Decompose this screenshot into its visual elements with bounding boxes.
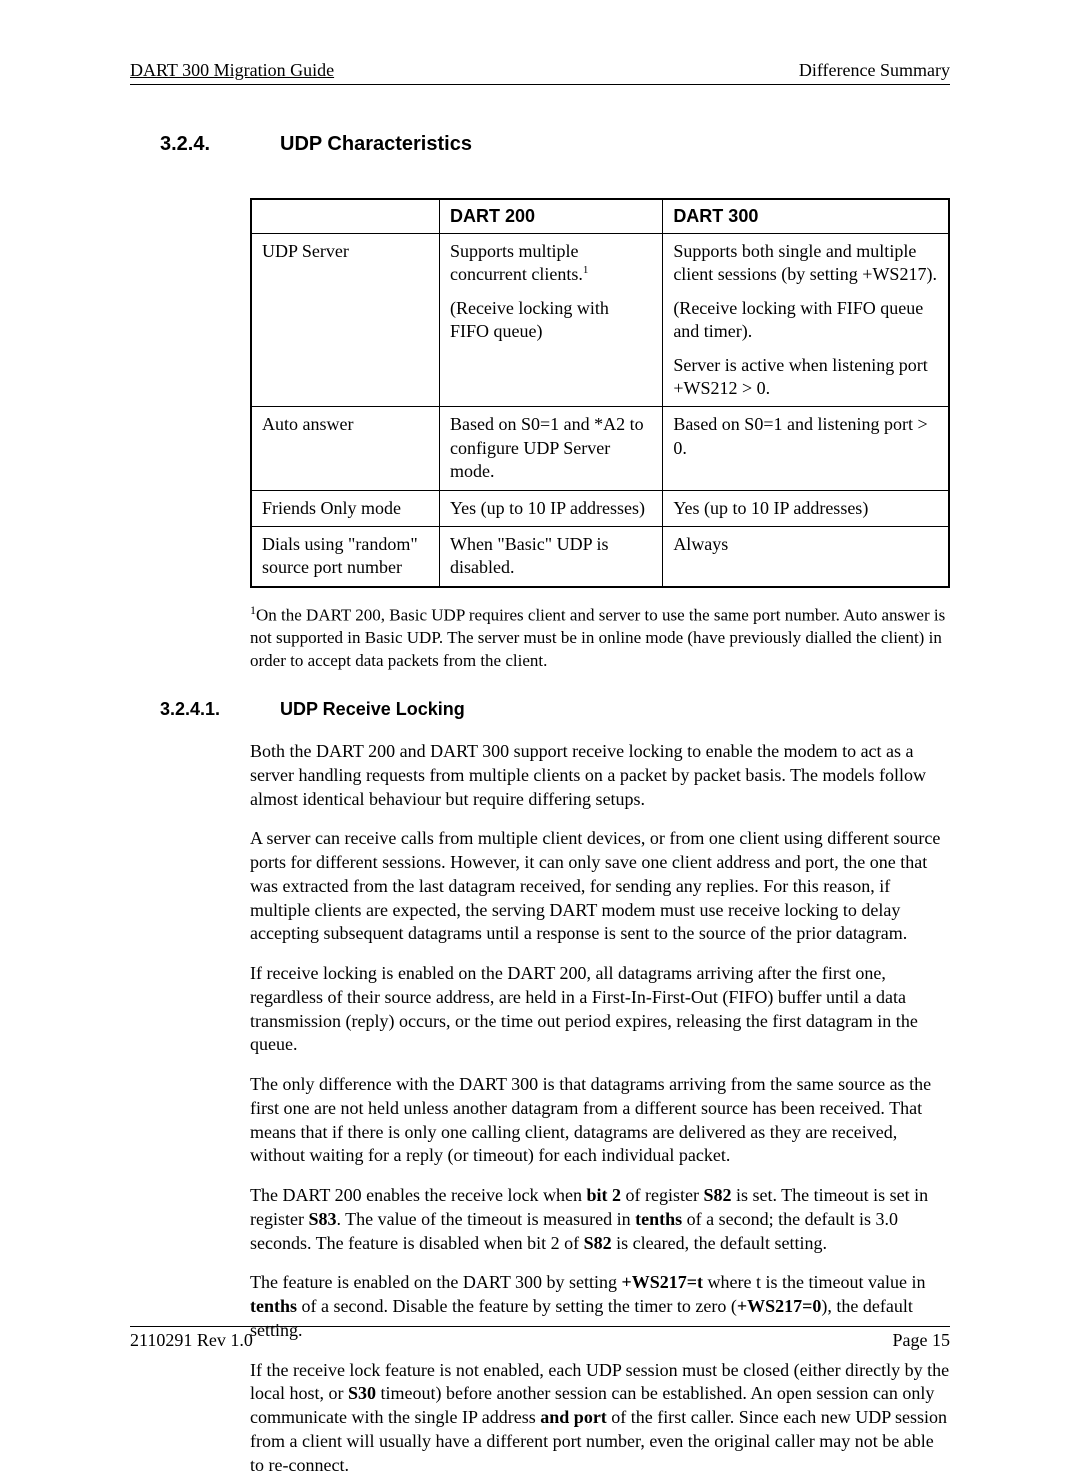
cell-dart200: Supports multiple concurrent clients.1(R… — [439, 234, 662, 407]
row-label: Dials using "random" source port number — [251, 526, 439, 586]
subsection-title: UDP Receive Locking — [280, 699, 465, 720]
footnote: 1On the DART 200, Basic UDP requires cli… — [250, 602, 950, 673]
page-footer: 2110291 Rev 1.0 Page 15 — [130, 1326, 950, 1351]
paragraph: A server can receive calls from multiple… — [250, 827, 950, 946]
body-text: Both the DART 200 and DART 300 support r… — [250, 740, 950, 1477]
cell-dart200: When "Basic" UDP is disabled. — [439, 526, 662, 586]
section-title: UDP Characteristics — [280, 133, 472, 156]
header-left: DART 300 Migration Guide — [130, 60, 334, 81]
row-label: UDP Server — [251, 234, 439, 407]
paragraph: If receive locking is enabled on the DAR… — [250, 962, 950, 1057]
footer-right: Page 15 — [893, 1330, 951, 1351]
page-header: DART 300 Migration Guide Difference Summ… — [130, 60, 950, 85]
paragraph: Both the DART 200 and DART 300 support r… — [250, 740, 950, 811]
paragraph: The only difference with the DART 300 is… — [250, 1073, 950, 1168]
subsection-heading: 3.2.4.1. UDP Receive Locking — [130, 699, 950, 720]
cell-dart200: Yes (up to 10 IP addresses) — [439, 490, 662, 526]
col-blank — [251, 199, 439, 234]
paragraph: The DART 200 enables the receive lock wh… — [250, 1184, 950, 1255]
row-label: Auto answer — [251, 407, 439, 490]
col-dart200: DART 200 — [439, 199, 662, 234]
subsection-number: 3.2.4.1. — [160, 699, 280, 720]
cell-dart200: Based on S0=1 and *A2 to configure UDP S… — [439, 407, 662, 490]
footer-left: 2110291 Rev 1.0 — [130, 1330, 253, 1351]
paragraph: If the receive lock feature is not enabl… — [250, 1359, 950, 1477]
cell-dart300: Yes (up to 10 IP addresses) — [663, 490, 949, 526]
table-row: Friends Only modeYes (up to 10 IP addres… — [251, 490, 949, 526]
table-row: UDP ServerSupports multiple concurrent c… — [251, 234, 949, 407]
section-number: 3.2.4. — [160, 133, 280, 156]
characteristics-table: DART 200 DART 300 UDP ServerSupports mul… — [250, 198, 950, 588]
row-label: Friends Only mode — [251, 490, 439, 526]
section-heading: 3.2.4. UDP Characteristics — [130, 133, 950, 156]
table-row: Auto answerBased on S0=1 and *A2 to conf… — [251, 407, 949, 490]
cell-dart300: Always — [663, 526, 949, 586]
cell-dart300: Based on S0=1 and listening port > 0. — [663, 407, 949, 490]
header-right: Difference Summary — [799, 60, 950, 81]
table-row: Dials using "random" source port numberW… — [251, 526, 949, 586]
col-dart300: DART 300 — [663, 199, 949, 234]
table-header-row: DART 200 DART 300 — [251, 199, 949, 234]
cell-dart300: Supports both single and multiple client… — [663, 234, 949, 407]
main-content: DART 200 DART 300 UDP ServerSupports mul… — [250, 198, 950, 673]
